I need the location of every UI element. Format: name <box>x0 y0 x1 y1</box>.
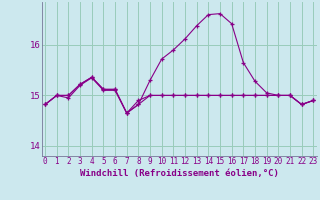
X-axis label: Windchill (Refroidissement éolien,°C): Windchill (Refroidissement éolien,°C) <box>80 169 279 178</box>
